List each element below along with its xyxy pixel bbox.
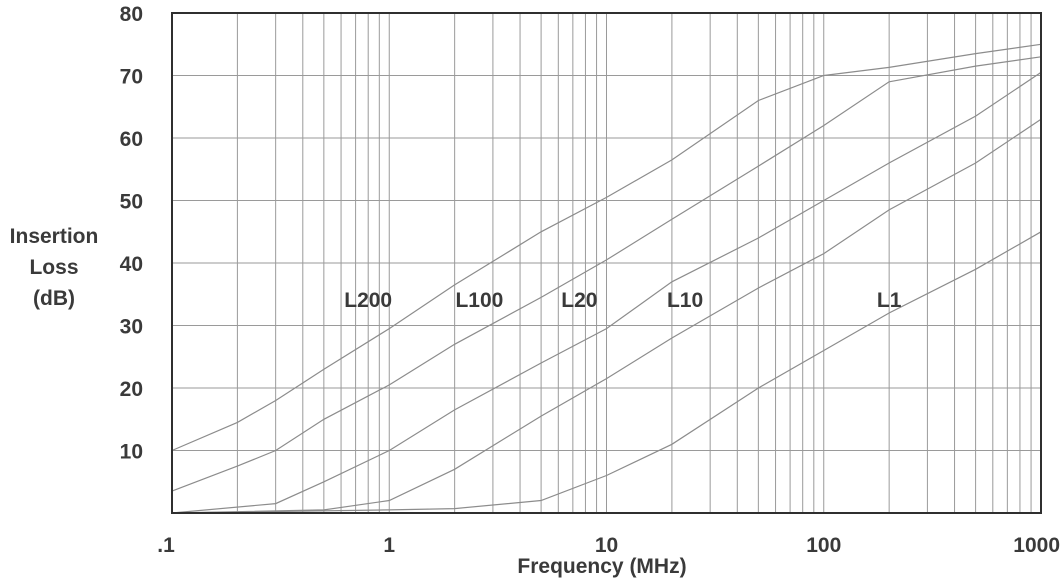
x-tick-label: .1 [157,534,175,557]
series-label-l100: L100 [455,289,503,312]
x-tick-label: 10 [595,534,618,557]
y-axis-title-line-1: Insertion [10,225,99,248]
series-line-l200 [171,43,1042,452]
y-tick-label: 30 [120,316,143,339]
series-line-l100 [171,56,1042,492]
series-label-l20: L20 [561,289,597,312]
x-tick-label: 1000 [1013,534,1060,557]
y-tick-label: 60 [120,128,143,151]
series-labels: L200 L100 L20 L10 L1 [344,289,901,312]
x-tick-label: 100 [806,534,841,557]
series-line-l1 [171,231,1042,514]
series-label-l200: L200 [344,289,392,312]
series-line-l20 [171,71,1042,514]
y-tick-label: 10 [120,441,143,464]
grid [172,13,1041,513]
series-curves [171,43,1042,514]
y-tick-label: 50 [120,191,143,214]
y-tick-label: 40 [120,253,143,276]
plot-frame [171,12,1042,514]
x-axis-title: Frequency (MHz) [517,555,686,578]
series-label-l10: L10 [667,289,703,312]
x-tick-label: 1 [383,534,395,557]
y-tick-labels: 10 20 30 40 50 60 70 80 [120,3,143,464]
series-label-l1: L1 [877,289,902,312]
y-tick-label: 70 [120,66,143,89]
y-tick-label: 80 [120,3,143,26]
y-tick-label: 20 [120,378,143,401]
series-line-l10 [171,118,1042,514]
x-tick-labels: .1 1 10 100 1000 [157,534,1060,557]
y-axis-title-line-3: (dB) [33,287,75,310]
y-axis-title-line-2: Loss [29,256,78,279]
